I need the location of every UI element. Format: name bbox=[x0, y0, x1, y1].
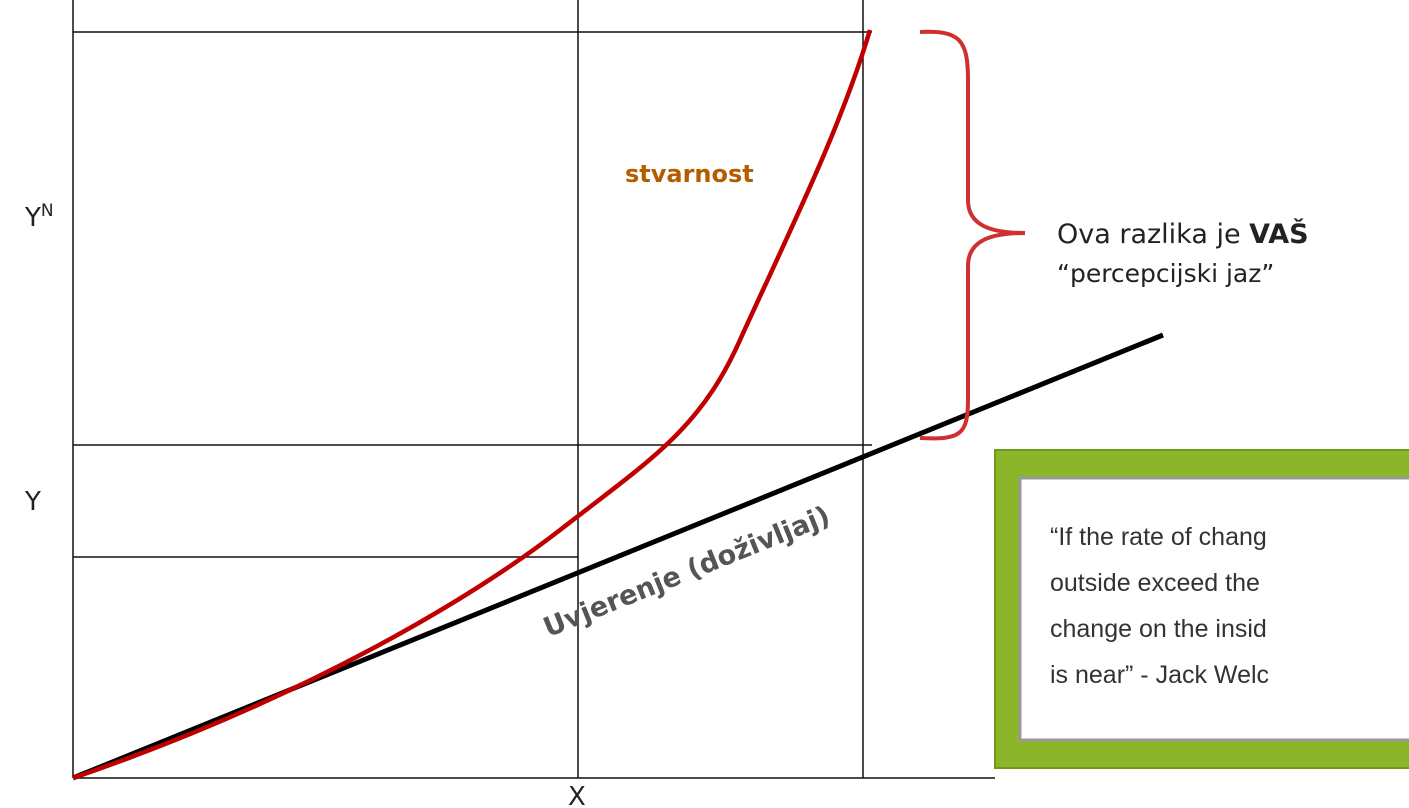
brace bbox=[919, 29, 1026, 441]
annotation-line2: “percepcijski jaz” bbox=[1057, 259, 1274, 288]
y-top-label: YN bbox=[24, 201, 54, 233]
quote-line: change on the insid bbox=[1050, 615, 1267, 643]
x-label: X bbox=[568, 782, 586, 808]
y-low-label: Y bbox=[24, 487, 41, 517]
annotation: Ova razlika je VAŠ bbox=[1057, 218, 1309, 250]
reality-curve bbox=[72, 29, 873, 781]
grid bbox=[72, 0, 995, 779]
quote-line: “If the rate of chang bbox=[1050, 523, 1267, 551]
quote-line: is near” - Jack Welc bbox=[1050, 661, 1269, 689]
quote-line: outside exceed the bbox=[1050, 569, 1260, 597]
quote-box bbox=[1018, 476, 1409, 742]
reality-label: stvarnost bbox=[625, 160, 754, 188]
